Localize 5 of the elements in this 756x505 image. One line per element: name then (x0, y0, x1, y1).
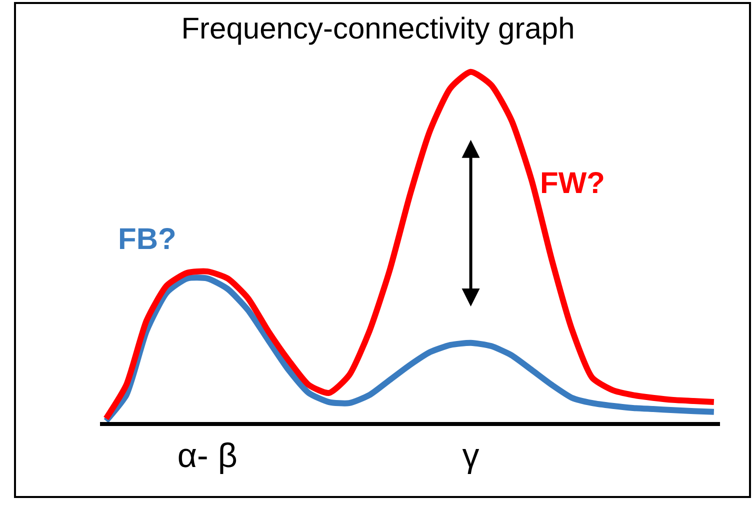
chart-title: Frequency-connectivity graph (181, 12, 575, 46)
series-label: FW? (540, 167, 605, 200)
x-tick-label: α- β (177, 436, 238, 475)
x-tick-label: γ (462, 436, 480, 475)
series-label: FB? (118, 223, 176, 256)
